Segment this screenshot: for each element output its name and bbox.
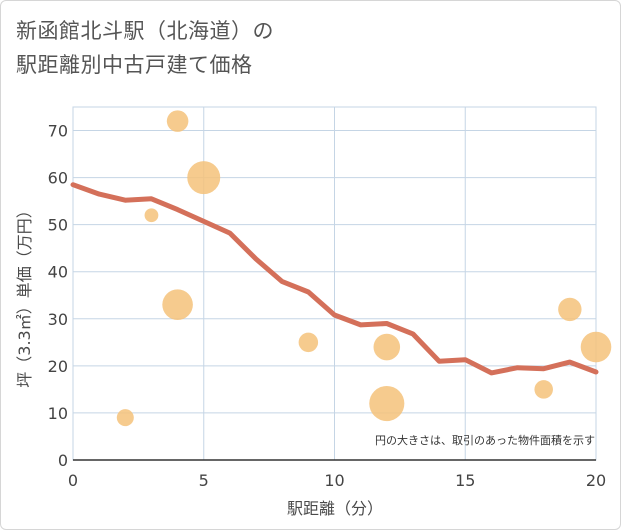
bubble-point [369,385,405,422]
grid [72,106,597,461]
bubble-point [534,380,553,399]
y-tick-label: 20 [48,357,68,376]
x-tick-label: 5 [199,471,209,490]
series-line [70,182,599,376]
bubble-point [373,333,401,361]
bubble-point [166,110,189,132]
chart-title-line-2: 駅距離別中古戸建て価格 [16,53,253,77]
bubble-point [298,332,319,353]
y-tick-label: 30 [48,310,68,329]
x-tick-label: 10 [324,471,344,490]
bubble-point [116,409,134,427]
y-tick-label: 70 [48,122,68,141]
series-lines [70,182,599,376]
y-tick-label: 10 [48,404,68,423]
y-tick-label: 50 [48,216,68,235]
chart-note: 円の大きさは、取引のあった物件面積を示す [375,433,595,447]
bubble-point [162,289,193,320]
x-tick-label: 0 [68,471,78,490]
ticks: 0 5 10 15 20 0 10 20 30 40 50 60 70 [48,122,607,490]
bubble-point [144,208,159,223]
chart-title: 新函館北斗駅（北海道）の 駅距離別中古戸建て価格 [16,14,606,82]
x-tick-label: 20 [586,471,606,490]
chart-title-line-1: 新函館北斗駅（北海道）の [16,19,274,43]
y-tick-label: 0 [58,451,68,470]
bubble-point [187,161,221,195]
x-tick-label: 15 [455,471,475,490]
bubbles [116,110,612,427]
y-axis-label: 坪（3.3㎡）単価（万円） [15,202,34,387]
x-axis-label: 駅距離（分） [287,499,383,518]
y-tick-label: 40 [48,263,68,282]
bubble-point [558,297,582,322]
y-tick-label: 60 [48,169,68,188]
bubble-point [580,331,612,363]
